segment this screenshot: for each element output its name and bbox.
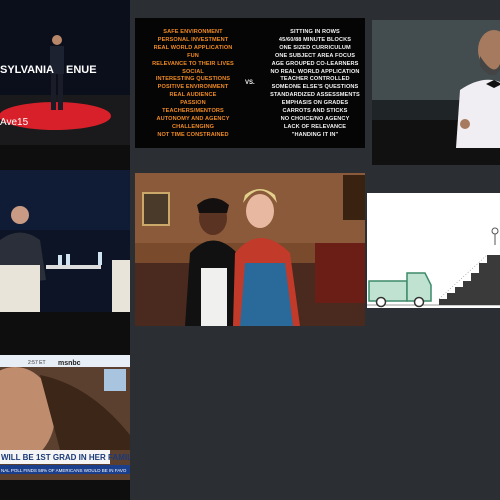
hashtag: Ave15 (0, 117, 29, 128)
list-item: SOCIAL (182, 68, 204, 75)
list-item: PERSONAL INVESTMENT (157, 36, 229, 43)
stairs-illustration[interactable] (367, 193, 500, 308)
list-item: REAL AUDIENCE (169, 92, 217, 99)
list-item: CARROTS AND STICKS (282, 108, 348, 115)
list-item: ONE SIZED CURRICULUM (279, 44, 351, 51)
list-item: POSITIVE ENVIRONMENT (157, 84, 229, 91)
sign-text: SYLVANIA (0, 64, 54, 76)
interview-photo[interactable] (0, 170, 130, 312)
list-item: EMPHASIS ON GRADES (281, 100, 349, 107)
list-item: AGE GROUPED CO-LEARNERS (271, 60, 359, 67)
news-image: 2:57 ET msnbc WILL BE 1ST GRAD IN HER FA… (0, 355, 130, 480)
sign-text: ENUE (66, 64, 97, 76)
news-photo[interactable]: 2:57 ET msnbc WILL BE 1ST GRAD IN HER FA… (0, 355, 130, 480)
speaker-photo[interactable] (372, 20, 500, 165)
list-item: TEACHER CONTROLLED (280, 76, 350, 83)
list-item: RELEVANCE TO THEIR LIVES (152, 60, 234, 67)
list-item: INTERESTING QUESTIONS (155, 76, 231, 83)
list-item: STANDARDIZED ASSESSMENTS (270, 92, 360, 99)
list-item: PASSION (180, 100, 206, 107)
list-item: 45/60/88 MINUTE BLOCKS (278, 36, 352, 43)
list-item: REAL WORLD APPLICATION (153, 44, 233, 51)
list-item: SAFE ENVIRONMENT (163, 29, 223, 35)
stage-image: SYLVANIA ENUE Ave15 (0, 0, 130, 145)
list-item: SITTING IN ROWS (290, 29, 340, 35)
list-item: SOMEONE ELSE'S QUESTIONS (271, 84, 359, 91)
ticker: NAL POLL FINDS 58% OF AMERICANS WOULD BE… (1, 468, 127, 473)
stage-photo[interactable]: SYLVANIA ENUE Ave15 (0, 0, 130, 145)
list-item: FUN (187, 52, 199, 59)
negative-list: SITTING IN ROWS 45/60/88 MINUTE BLOCKS ONE… (265, 29, 365, 140)
list-item: AUTONOMY AND AGENCY (156, 115, 230, 122)
interview-image (0, 170, 130, 312)
portrait-image (135, 173, 365, 326)
network-logo: msnbc (58, 360, 81, 367)
news-time: 2:57 ET (28, 360, 46, 366)
list-item: ONE SUBJECT AREA FOCUS (274, 52, 356, 59)
vs-label: VS. (245, 80, 255, 86)
portrait-photo[interactable] (135, 173, 365, 326)
list-item: "HANDING IT IN" (291, 131, 339, 138)
speaker-image (372, 20, 500, 165)
stairs-image (367, 193, 500, 308)
list-item: LACK OF RELEVANCE (283, 123, 347, 130)
list-item: CHALLENGING (171, 123, 215, 130)
positive-list: SAFE ENVIRONMENT PERSONAL INVESTMENT REAL … (143, 29, 243, 140)
comparison-slide[interactable]: SAFE ENVIRONMENT PERSONAL INVESTMENT REAL … (135, 18, 365, 148)
list-item: NO CHOICE/NO AGENCY (280, 115, 350, 122)
list-item: NOT TIME CONSTRAINED (157, 131, 229, 138)
list-item: TEACHERS/MENTORS (162, 108, 224, 115)
headline: WILL BE 1ST GRAD IN HER FAMILY (1, 453, 130, 462)
list-item: NO REAL WORLD APPLICATION (270, 68, 360, 75)
